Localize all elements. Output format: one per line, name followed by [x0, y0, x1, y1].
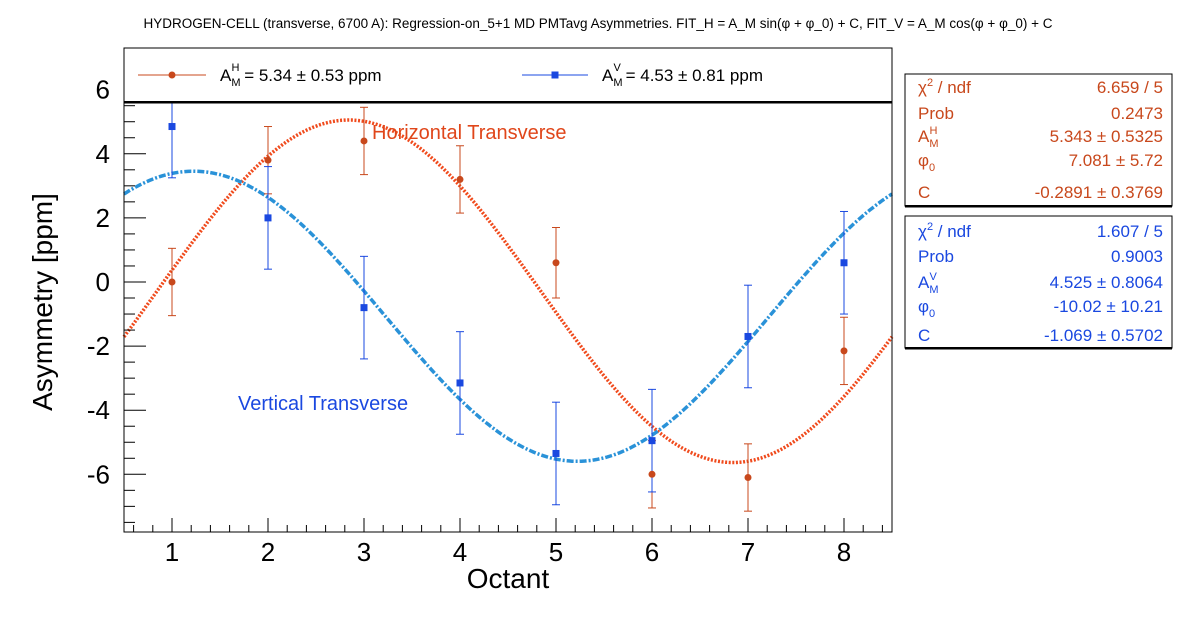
- x-tick-label: 1: [165, 537, 179, 567]
- data-point-horizontal: [648, 470, 656, 478]
- x-tick-label: 3: [357, 537, 371, 567]
- y-tick-label: -6: [87, 459, 110, 489]
- legend-label-horizontal: AMH = 5.34 ± 0.53 ppm: [220, 62, 382, 89]
- y-tick-label: 0: [96, 267, 110, 297]
- stat-label: Prob: [918, 247, 954, 266]
- stat-value: 5.343 ± 0.5325: [1050, 127, 1163, 146]
- legend-label-vertical: AMV = 4.53 ± 0.81 ppm: [602, 62, 763, 89]
- x-tick-label: 4: [453, 537, 467, 567]
- legend: AMH = 5.34 ± 0.53 ppm AMV = 4.53 ± 0.81 …: [123, 47, 893, 104]
- x-tick-label: 8: [837, 537, 851, 567]
- stats-box-vertical: χ2 / ndf 1.607 / 5 Prob 0.9003 AMV 4.525…: [904, 215, 1173, 350]
- stat-value: 6.659 / 5: [1097, 78, 1163, 97]
- data-point-vertical: [360, 304, 368, 312]
- stat-value: 1.607 / 5: [1097, 222, 1163, 241]
- data-point-horizontal: [264, 156, 272, 164]
- stat-value: -0.2891 ± 0.3769: [1035, 183, 1163, 202]
- stat-value: 0.2473: [1111, 104, 1163, 123]
- horizontal-annotation: Horizontal Transverse: [372, 122, 567, 144]
- stat-value: 0.9003: [1111, 247, 1163, 266]
- stat-value: -1.069 ± 0.5702: [1044, 326, 1163, 345]
- data-point-horizontal: [744, 474, 752, 482]
- x-tick-label: 6: [645, 537, 659, 567]
- y-axis: 6 4 2 0 -2 -4 -6: [87, 57, 146, 523]
- legend-entry-horizontal: AMH = 5.34 ± 0.53 ppm: [138, 62, 382, 89]
- data-point-horizontal: [360, 137, 368, 145]
- data-point-horizontal: [552, 259, 560, 267]
- y-tick-label: 2: [96, 203, 110, 233]
- y-tick-label: 6: [96, 75, 110, 105]
- stat-label: C: [918, 326, 930, 345]
- x-axis: 1 2 3 4 5 6 7 8: [133, 518, 883, 567]
- data-point-vertical: [648, 437, 656, 445]
- stat-value: 4.525 ± 0.8064: [1050, 273, 1163, 292]
- stat-label: C: [918, 183, 930, 202]
- y-axis-label: Asymmetry [ppm]: [27, 193, 58, 411]
- data-point-horizontal: [456, 175, 464, 183]
- stat-value: -10.02 ± 10.21: [1053, 297, 1163, 316]
- data-point-vertical: [840, 259, 848, 267]
- data-points: [168, 123, 848, 482]
- plot-frame: [123, 47, 893, 533]
- data-point-horizontal: [840, 347, 848, 355]
- fit-curves: [122, 118, 894, 465]
- data-point-horizontal: [168, 278, 176, 286]
- chart-title: HYDROGEN-CELL (transverse, 6700 A): Regr…: [144, 16, 1053, 31]
- x-tick-label: 7: [741, 537, 755, 567]
- stats-box-horizontal: χ2 / ndf 6.659 / 5 Prob 0.2473 AMH 5.343…: [904, 73, 1173, 208]
- stat-label: AMV: [918, 271, 939, 296]
- stat-label: Prob: [918, 104, 954, 123]
- x-tick-label: 2: [261, 537, 275, 567]
- legend-marker-horizontal: [168, 71, 176, 79]
- legend-marker-vertical: [551, 71, 559, 79]
- stat-value: 7.081 ± 5.72: [1069, 151, 1163, 170]
- y-tick-label: -2: [87, 331, 110, 361]
- data-point-vertical: [744, 332, 752, 340]
- legend-entry-vertical: AMV = 4.53 ± 0.81 ppm: [522, 62, 763, 89]
- data-point-vertical: [168, 123, 176, 131]
- vertical-annotation: Vertical Transverse: [238, 393, 408, 415]
- x-axis-label: Octant: [467, 563, 550, 594]
- y-tick-label: 4: [96, 139, 110, 169]
- data-point-vertical: [264, 214, 272, 222]
- fit-curve-vertical: [123, 169, 893, 464]
- data-point-vertical: [456, 379, 464, 387]
- stat-label: χ2 / ndf: [918, 221, 971, 241]
- data-point-vertical: [552, 449, 560, 457]
- fit-curve-horizontal: [122, 118, 894, 465]
- stat-label: χ2 / ndf: [918, 77, 971, 97]
- y-tick-label: -4: [87, 395, 110, 425]
- stat-label: AMH: [918, 125, 939, 150]
- x-tick-label: 5: [549, 537, 563, 567]
